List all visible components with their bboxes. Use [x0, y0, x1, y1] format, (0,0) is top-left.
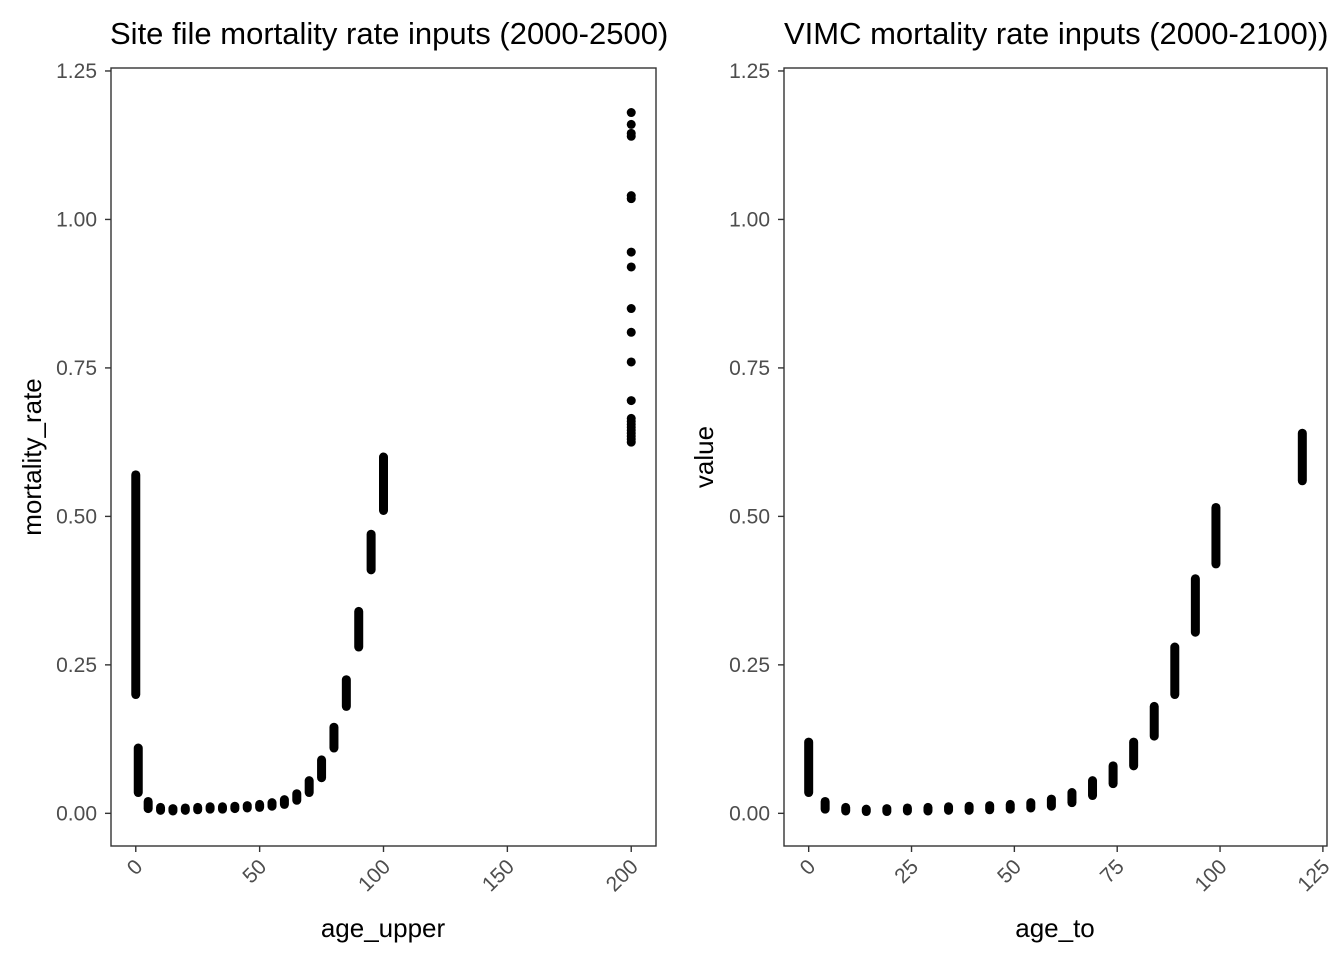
x-axis-label: age_upper: [321, 913, 446, 943]
x-tick-label: 125: [1293, 855, 1334, 896]
panel-site-file: Site file mortality rate inputs (2000-25…: [17, 16, 668, 943]
chart-title: VIMC mortality rate inputs (2000-2100)): [784, 16, 1328, 51]
x-tick-label: 100: [354, 855, 395, 896]
data-point: [626, 304, 636, 314]
data-point: [626, 396, 636, 406]
data-point: [626, 437, 636, 447]
plot-panel-frame: [110, 67, 657, 847]
scatter-points: [804, 428, 1307, 817]
data-point: [626, 327, 636, 337]
y-tick-label: 1.25: [729, 60, 770, 83]
data-point: [626, 357, 636, 367]
scatter-points: [131, 108, 636, 816]
y-tick-label: 0.25: [729, 654, 770, 677]
x-tick-label: 25: [890, 855, 923, 888]
y-tick-label: 0.00: [56, 802, 97, 825]
x-tick-label: 75: [1096, 855, 1129, 888]
x-tick-label: 0: [123, 855, 148, 880]
x-axis-ticks: 0 25 50 75 100 125: [796, 846, 1334, 896]
x-axis-ticks: 0 50 100 150 200: [123, 846, 643, 896]
y-tick-label: 1.25: [56, 60, 97, 83]
data-point: [626, 119, 636, 129]
y-axis-label: value: [689, 426, 719, 488]
y-tick-label: 0.25: [56, 654, 97, 677]
data-point: [626, 194, 636, 204]
y-tick-label: 0.75: [56, 357, 97, 380]
panel-vimc: VIMC mortality rate inputs (2000-2100)) …: [689, 16, 1334, 943]
data-point: [626, 108, 636, 118]
y-axis-ticks: 0.00 0.25 0.50 0.75 1.00 1.25: [56, 60, 111, 825]
data-point: [626, 262, 636, 272]
y-axis-ticks: 0.00 0.25 0.50 0.75 1.00 1.25: [729, 60, 784, 825]
x-tick-label: 100: [1191, 855, 1232, 896]
plot-panel-frame: [783, 67, 1328, 847]
x-axis-label: age_to: [1015, 913, 1095, 943]
y-tick-label: 0.50: [729, 505, 770, 528]
y-tick-label: 1.00: [729, 208, 770, 231]
y-tick-label: 0.00: [729, 802, 770, 825]
data-point: [626, 247, 636, 257]
y-tick-label: 0.75: [729, 357, 770, 380]
y-tick-label: 1.00: [56, 208, 97, 231]
y-axis-label: mortality_rate: [17, 378, 47, 536]
x-tick-label: 0: [796, 855, 821, 880]
x-tick-label: 50: [238, 855, 271, 888]
y-tick-label: 0.50: [56, 505, 97, 528]
x-tick-label: 150: [478, 855, 519, 896]
x-tick-label: 50: [993, 855, 1026, 888]
x-tick-label: 200: [602, 855, 643, 896]
data-point: [626, 131, 636, 141]
chart-title: Site file mortality rate inputs (2000-25…: [110, 16, 668, 51]
